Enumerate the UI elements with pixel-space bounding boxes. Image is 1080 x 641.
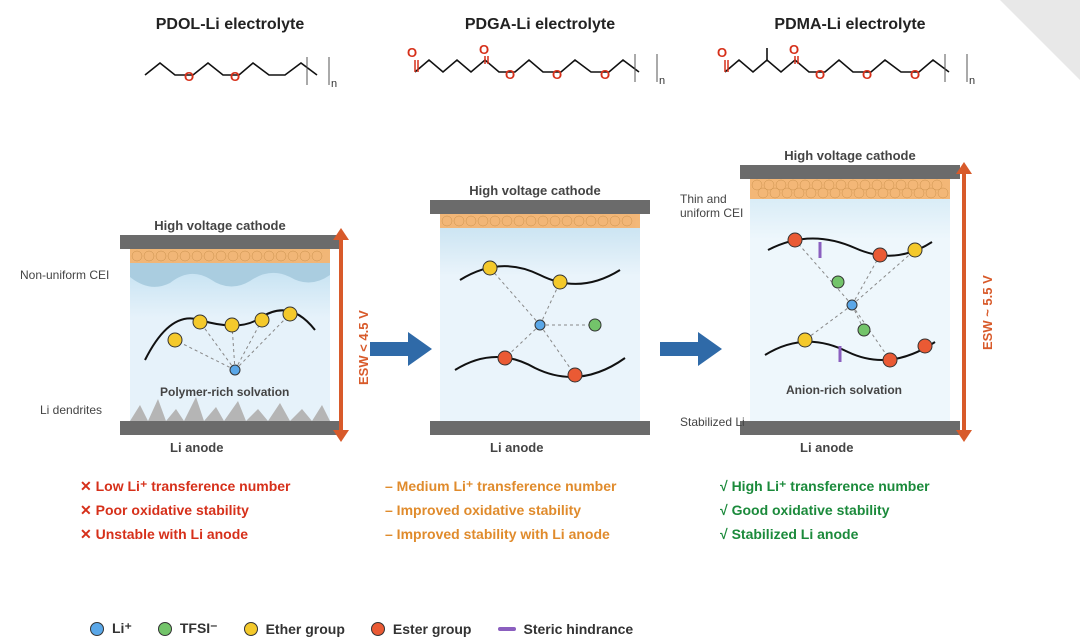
svg-text:n: n xyxy=(659,75,665,87)
bullets-org: – Medium Li⁺ transference number – Impro… xyxy=(385,475,616,546)
bullet-red-2: ✕ Unstable with Li anode xyxy=(80,523,291,547)
svg-text:n: n xyxy=(969,75,975,87)
arrow-2 xyxy=(660,330,722,368)
bullet-org-2: – Improved stability with Li anode xyxy=(385,523,616,547)
bullet-grn-0: √ High Li⁺ transference number xyxy=(720,475,930,499)
svg-text:O: O xyxy=(407,45,417,60)
svg-text:n: n xyxy=(331,78,337,90)
bullet-red-0: ✕ Low Li⁺ transference number xyxy=(80,475,291,499)
legend: Li⁺ TFSI⁻ Ether group Ester group Steric… xyxy=(90,620,1040,637)
anode-label-1: Li anode xyxy=(170,440,223,455)
legend-tfsi: TFSI⁻ xyxy=(158,620,218,637)
tfsi-swatch xyxy=(158,622,172,636)
legend-ester: Ester group xyxy=(371,621,472,637)
cei-row-3 xyxy=(750,179,950,199)
svg-text:O: O xyxy=(600,67,610,82)
bullet-org-1: – Improved oxidative stability xyxy=(385,499,616,523)
chem-pdol: O O n xyxy=(135,45,345,100)
esw-text-left: ESW < 4.5 V xyxy=(356,310,371,385)
cell-pdma: Anion-rich solvation xyxy=(750,165,950,435)
title-pdma: PDMA-Li electrolyte xyxy=(720,16,980,34)
cei-row-2 xyxy=(440,214,640,228)
label-polymer-solv: Polymer-rich solvation xyxy=(160,385,289,399)
solvation-3 xyxy=(760,220,940,390)
svg-text:O: O xyxy=(184,69,194,84)
label-stabilized: Stabilized Li xyxy=(680,415,745,429)
svg-text:O: O xyxy=(910,67,920,82)
esw-arrow-dn-right xyxy=(956,430,972,442)
solvation-2 xyxy=(450,250,630,400)
bullet-grn-1: √ Good oxidative stability xyxy=(720,499,930,523)
legend-li-label: Li⁺ xyxy=(112,620,132,637)
svg-text:O: O xyxy=(479,42,489,57)
label-nonuniform: Non-uniform CEI xyxy=(20,268,109,282)
solvation-1 xyxy=(140,290,320,390)
electrode-top-3 xyxy=(740,165,960,179)
cell-pdga xyxy=(440,200,640,435)
chem-pdga: O O O O O n xyxy=(405,40,695,100)
anode-label-3: Li anode xyxy=(800,440,853,455)
bullet-org-0: – Medium Li⁺ transference number xyxy=(385,475,616,499)
arrow-1 xyxy=(370,330,432,368)
ether-swatch xyxy=(244,622,258,636)
title-pdga: PDGA-Li electrolyte xyxy=(410,16,670,34)
legend-ether: Ether group xyxy=(244,621,345,637)
cathode-label-1: High voltage cathode xyxy=(130,218,310,233)
svg-text:O: O xyxy=(789,42,799,57)
legend-steric-label: Steric hindrance xyxy=(524,621,634,637)
legend-tfsi-label: TFSI⁻ xyxy=(180,620,218,637)
legend-li: Li⁺ xyxy=(90,620,132,637)
anode-label-2: Li anode xyxy=(490,440,543,455)
cathode-label-3: High voltage cathode xyxy=(760,148,940,163)
label-dendrites: Li dendrites xyxy=(40,403,102,417)
cell-pdol: Polymer-rich solvation xyxy=(130,235,330,435)
bullets-red: ✕ Low Li⁺ transference number ✕ Poor oxi… xyxy=(80,475,291,546)
legend-ether-label: Ether group xyxy=(266,621,345,637)
ester-swatch xyxy=(371,622,385,636)
cei-row-1 xyxy=(130,249,330,263)
label-thin-cei: Thin and uniform CEI xyxy=(680,192,743,220)
title-pdol: PDOL-Li electrolyte xyxy=(100,16,360,34)
svg-text:O: O xyxy=(815,67,825,82)
electrode-bot-1 xyxy=(120,421,340,435)
bullet-red-1: ✕ Poor oxidative stability xyxy=(80,499,291,523)
svg-text:O: O xyxy=(862,67,872,82)
esw-arrow-up-left xyxy=(333,228,349,240)
bullet-grn-2: √ Stabilized Li anode xyxy=(720,523,930,547)
svg-text:O: O xyxy=(717,45,727,60)
esw-bar-right xyxy=(962,172,966,432)
diagram-canvas: PDOL-Li electrolyte PDGA-Li electrolyte … xyxy=(0,0,1080,641)
esw-arrow-dn-left xyxy=(333,430,349,442)
bullets-grn: √ High Li⁺ transference number √ Good ox… xyxy=(720,475,930,546)
electrode-bot-3 xyxy=(740,421,960,435)
svg-text:O: O xyxy=(505,67,515,82)
svg-text:O: O xyxy=(230,69,240,84)
steric-swatch xyxy=(498,627,516,631)
legend-ester-label: Ester group xyxy=(393,621,472,637)
electrode-bot-2 xyxy=(430,421,650,435)
esw-text-right: ESW ~ 5.5 V xyxy=(980,275,995,350)
esw-arrow-up-right xyxy=(956,162,972,174)
chem-pdma: O O O O O n xyxy=(715,40,1015,100)
legend-steric: Steric hindrance xyxy=(498,621,634,637)
li-swatch xyxy=(90,622,104,636)
label-anion-solv: Anion-rich solvation xyxy=(786,383,902,397)
cathode-label-2: High voltage cathode xyxy=(445,183,625,198)
electrode-top-2 xyxy=(430,200,650,214)
electrode-top-1 xyxy=(120,235,340,249)
esw-bar-left xyxy=(339,238,343,433)
svg-text:O: O xyxy=(552,67,562,82)
rough-cei-1 xyxy=(130,263,330,293)
